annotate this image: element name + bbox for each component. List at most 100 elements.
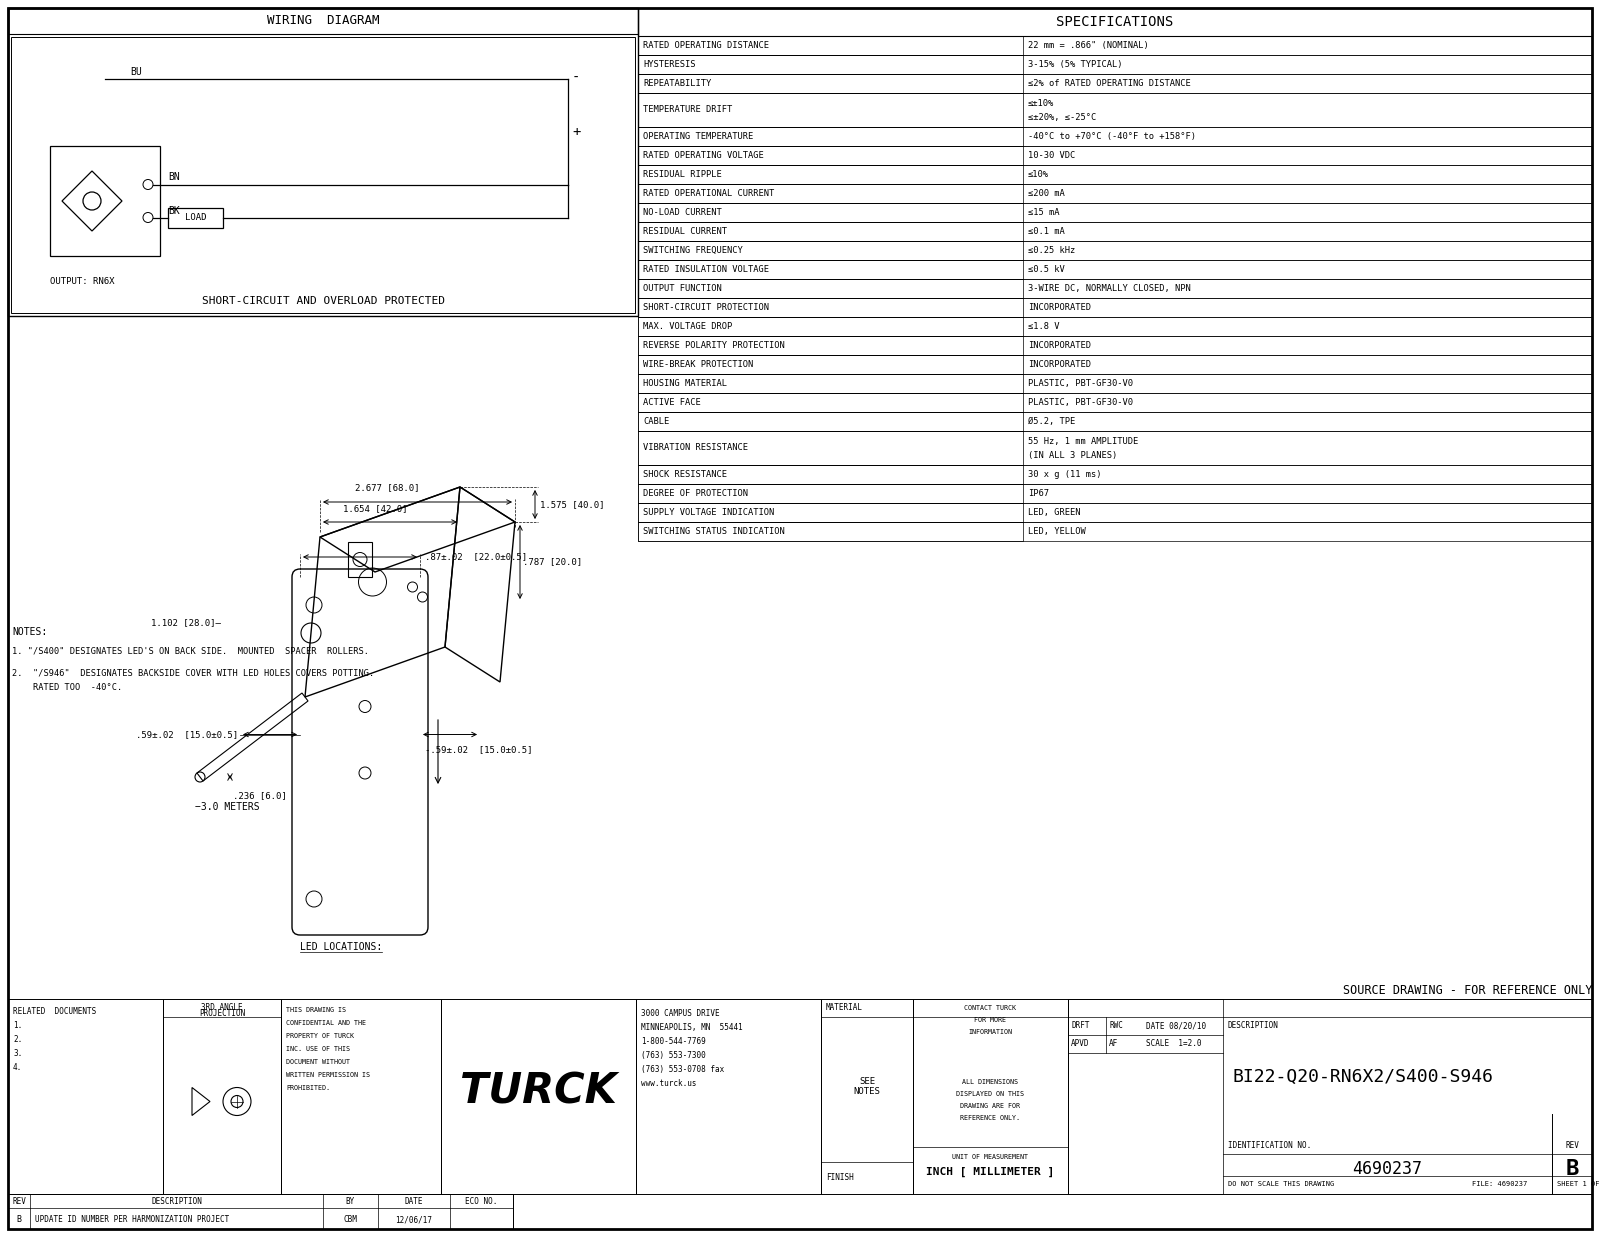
- Text: FINISH: FINISH: [826, 1174, 854, 1183]
- Text: OUTPUT: RN6X: OUTPUT: RN6X: [50, 277, 115, 286]
- Text: ≤10%: ≤10%: [1027, 169, 1050, 179]
- Bar: [638, 203, 1022, 221]
- Bar: [638, 36, 1592, 54]
- Text: UPDATE ID NUMBER PER HARMONIZATION PROJECT: UPDATE ID NUMBER PER HARMONIZATION PROJE…: [35, 1216, 229, 1225]
- Text: .787 [20.0]: .787 [20.0]: [523, 558, 582, 567]
- Text: BN: BN: [168, 172, 179, 183]
- Text: 1.: 1.: [13, 1021, 22, 1030]
- Bar: [821, 999, 914, 1194]
- Text: 3000 CAMPUS DRIVE: 3000 CAMPUS DRIVE: [642, 1009, 720, 1018]
- Text: 2.  "/S946"  DESIGNATES BACKSIDE COVER WITH LED HOLES COVERS POTTING.: 2. "/S946" DESIGNATES BACKSIDE COVER WIT…: [13, 669, 374, 678]
- Bar: [8, 7, 638, 315]
- Text: FILE: 4690237: FILE: 4690237: [1472, 1181, 1528, 1188]
- Text: ≤2% of RATED OPERATING DISTANCE: ≤2% of RATED OPERATING DISTANCE: [1027, 79, 1190, 88]
- Text: RATED OPERATING DISTANCE: RATED OPERATING DISTANCE: [643, 41, 770, 49]
- Bar: [638, 93, 1592, 127]
- Bar: [8, 1194, 514, 1230]
- Text: NO-LOAD CURRENT: NO-LOAD CURRENT: [643, 208, 722, 216]
- Bar: [638, 465, 1022, 484]
- Text: INCORPORATED: INCORPORATED: [1027, 341, 1091, 350]
- Text: 12/06/17: 12/06/17: [395, 1216, 432, 1225]
- Text: CONTACT TURCK: CONTACT TURCK: [965, 1004, 1016, 1011]
- Bar: [638, 355, 1022, 374]
- Text: RWC: RWC: [1109, 1022, 1123, 1030]
- Bar: [638, 280, 1592, 298]
- Bar: [638, 36, 1022, 54]
- Text: RATED INSULATION VOLTAGE: RATED INSULATION VOLTAGE: [643, 265, 770, 275]
- Text: −3.0 METERS: −3.0 METERS: [195, 802, 259, 811]
- Text: DO NOT SCALE THIS DRAWING: DO NOT SCALE THIS DRAWING: [1229, 1181, 1334, 1188]
- Text: DRFT: DRFT: [1070, 1022, 1090, 1030]
- Text: ≤1.8 V: ≤1.8 V: [1027, 322, 1059, 332]
- Bar: [638, 260, 1592, 280]
- Text: SHORT-CIRCUIT PROTECTION: SHORT-CIRCUIT PROTECTION: [643, 303, 770, 312]
- Text: DATE 08/20/10: DATE 08/20/10: [1146, 1022, 1206, 1030]
- Bar: [638, 74, 1022, 93]
- Text: 3RD ANGLE: 3RD ANGLE: [202, 1003, 243, 1013]
- Text: ≤0.25 kHz: ≤0.25 kHz: [1027, 246, 1075, 255]
- Text: DEGREE OF PROTECTION: DEGREE OF PROTECTION: [643, 489, 749, 499]
- Bar: [638, 484, 1022, 503]
- Text: LED LOCATIONS:: LED LOCATIONS:: [301, 943, 382, 952]
- Text: B: B: [16, 1216, 21, 1225]
- Text: VIBRATION RESISTANCE: VIBRATION RESISTANCE: [643, 444, 749, 453]
- Bar: [638, 184, 1592, 203]
- Bar: [638, 298, 1592, 317]
- Text: DRAWING ARE FOR: DRAWING ARE FOR: [960, 1102, 1021, 1108]
- Text: REPEATABILITY: REPEATABILITY: [643, 79, 712, 88]
- Text: SHORT-CIRCUIT AND OVERLOAD PROTECTED: SHORT-CIRCUIT AND OVERLOAD PROTECTED: [202, 296, 445, 306]
- Bar: [638, 484, 1592, 503]
- Text: SHEET 1 OF 1: SHEET 1 OF 1: [1557, 1181, 1600, 1188]
- Text: TURCK: TURCK: [461, 1070, 618, 1112]
- Text: CBM: CBM: [344, 1216, 357, 1225]
- Text: MATERIAL: MATERIAL: [826, 1003, 862, 1013]
- Text: REVERSE POLARITY PROTECTION: REVERSE POLARITY PROTECTION: [643, 341, 784, 350]
- Text: BK: BK: [168, 205, 179, 215]
- Text: PROPERTY OF TURCK: PROPERTY OF TURCK: [286, 1033, 354, 1039]
- Text: SWITCHING STATUS INDICATION: SWITCHING STATUS INDICATION: [643, 527, 784, 536]
- Bar: [1069, 999, 1592, 1194]
- Bar: [638, 465, 1592, 484]
- Text: ≤±20%, ≤-25°C: ≤±20%, ≤-25°C: [1027, 113, 1096, 122]
- Text: INC. USE OF THIS: INC. USE OF THIS: [286, 1047, 350, 1051]
- Bar: [638, 165, 1592, 184]
- Text: INFORMATION: INFORMATION: [968, 1029, 1013, 1035]
- Text: UNIT OF MEASUREMENT: UNIT OF MEASUREMENT: [952, 1154, 1029, 1160]
- Text: RESIDUAL CURRENT: RESIDUAL CURRENT: [643, 228, 726, 236]
- Text: SEE
NOTES: SEE NOTES: [853, 1076, 880, 1096]
- Bar: [1069, 999, 1222, 1194]
- Bar: [168, 208, 222, 228]
- Bar: [638, 336, 1022, 355]
- Bar: [638, 430, 1022, 465]
- Text: WIRING  DIAGRAM: WIRING DIAGRAM: [267, 15, 379, 27]
- Bar: [638, 127, 1022, 146]
- Text: MAX. VOLTAGE DROP: MAX. VOLTAGE DROP: [643, 322, 733, 332]
- Bar: [638, 165, 1022, 184]
- Text: FOR MORE: FOR MORE: [974, 1017, 1006, 1023]
- Text: .87±.02  [22.0±0.5]: .87±.02 [22.0±0.5]: [426, 553, 526, 562]
- Bar: [638, 503, 1022, 522]
- Text: RATED OPERATIONAL CURRENT: RATED OPERATIONAL CURRENT: [643, 189, 774, 198]
- Text: PROJECTION: PROJECTION: [198, 1009, 245, 1018]
- Text: PLASTIC, PBT-GF30-V0: PLASTIC, PBT-GF30-V0: [1027, 379, 1133, 388]
- Text: 4.: 4.: [13, 1063, 22, 1072]
- Text: www.turck.us: www.turck.us: [642, 1079, 696, 1089]
- Text: INCORPORATED: INCORPORATED: [1027, 360, 1091, 369]
- Bar: [638, 146, 1592, 165]
- Text: RESIDUAL RIPPLE: RESIDUAL RIPPLE: [643, 169, 722, 179]
- Text: PROHIBITED.: PROHIBITED.: [286, 1085, 330, 1091]
- Text: 10-30 VDC: 10-30 VDC: [1027, 151, 1075, 160]
- Bar: [638, 412, 1022, 430]
- Bar: [638, 221, 1592, 241]
- Bar: [50, 146, 160, 256]
- Text: NOTES:: NOTES:: [13, 627, 48, 637]
- Bar: [638, 127, 1592, 146]
- Text: 3.: 3.: [13, 1049, 22, 1058]
- Text: Ø5.2, TPE: Ø5.2, TPE: [1027, 417, 1075, 426]
- Bar: [638, 203, 1592, 221]
- Bar: [638, 241, 1592, 260]
- Text: 30 x g (11 ms): 30 x g (11 ms): [1027, 470, 1101, 479]
- Text: REV: REV: [13, 1196, 26, 1206]
- Text: IP67: IP67: [1027, 489, 1050, 499]
- Text: ≤200 mA: ≤200 mA: [1027, 189, 1064, 198]
